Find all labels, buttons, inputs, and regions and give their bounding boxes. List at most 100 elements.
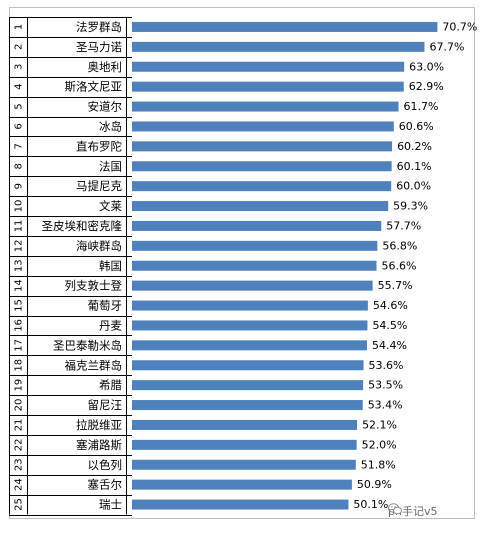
rank-label: 19 (14, 379, 25, 392)
category-label: 文莱 (99, 199, 122, 213)
bar (132, 479, 352, 490)
value-label: 59.3% (393, 200, 428, 213)
bar (132, 161, 392, 172)
bar (132, 400, 363, 411)
value-label: 52.1% (362, 418, 397, 431)
rank-label: 6 (14, 123, 25, 129)
bar (132, 141, 393, 152)
value-label: 56.6% (382, 259, 417, 272)
value-label: 60.1% (397, 160, 432, 173)
value-label: 63.0% (409, 60, 444, 73)
category-label: 留尼汪 (88, 398, 123, 412)
value-label: 50.9% (357, 478, 392, 491)
rank-label: 12 (14, 239, 25, 252)
bar (132, 380, 364, 391)
value-label: 57.7% (386, 219, 421, 232)
bar (132, 360, 364, 371)
value-label: 70.7% (442, 20, 477, 33)
watermark: ph手记v5 (388, 503, 437, 519)
value-label: 54.4% (372, 339, 407, 352)
value-label: 54.5% (372, 319, 407, 332)
rank-label: 10 (14, 200, 25, 213)
bar (132, 81, 404, 92)
bar (132, 340, 368, 351)
category-label: 马提尼克 (76, 179, 122, 193)
category-label: 以色列 (88, 458, 123, 472)
bar (132, 21, 438, 32)
rank-label: 16 (14, 319, 25, 332)
table-grid (9, 17, 132, 516)
category-label: 葡萄牙 (88, 299, 123, 313)
category-label: 塞浦路斯 (76, 438, 122, 452)
rank-label: 14 (14, 279, 25, 292)
value-label: 60.0% (396, 180, 431, 193)
value-label: 60.2% (397, 140, 432, 153)
bar (132, 240, 378, 251)
value-label: 53.4% (368, 399, 403, 412)
bar (132, 101, 399, 112)
category-label: 拉脱维亚 (76, 418, 122, 432)
bar (132, 181, 392, 192)
value-label: 67.7% (429, 40, 464, 53)
value-label: 56.8% (382, 239, 417, 252)
category-label: 直布罗陀 (76, 139, 122, 153)
bar (132, 220, 382, 231)
category-label: 冰岛 (99, 119, 122, 133)
bar (132, 121, 394, 132)
rank-label: 7 (14, 143, 25, 149)
value-label: 50.1% (353, 498, 388, 511)
rank-label: 1 (14, 24, 25, 30)
rank-label: 5 (14, 103, 25, 109)
category-label: 希腊 (99, 378, 122, 392)
category-label: 法罗群岛 (76, 20, 122, 34)
rank-label: 24 (14, 478, 25, 491)
bar (132, 419, 358, 430)
category-label: 法国 (99, 159, 122, 173)
rank-label: 21 (14, 419, 25, 432)
labels: 1 法罗群岛 70.7% 2 圣马力诺 67.7% 3 奥地利 63.0% 4 斯洛文尼亚 62.9%… (14, 20, 478, 512)
bar (132, 280, 373, 291)
category-label: 奥地利 (88, 60, 123, 74)
rank-label: 2 (14, 44, 25, 50)
bar (132, 300, 368, 311)
rank-label: 13 (14, 259, 25, 272)
category-label: 圣马力诺 (76, 40, 122, 54)
rank-label: 3 (14, 64, 25, 70)
bar (132, 499, 349, 510)
category-label: 斯洛文尼亚 (65, 80, 123, 94)
rank-label: 20 (14, 399, 25, 412)
category-label: 韩国 (99, 259, 122, 273)
rank-label: 22 (14, 438, 25, 451)
category-label: 塞舌尔 (88, 478, 123, 492)
rank-label: 8 (14, 163, 25, 169)
bar (132, 41, 425, 52)
value-label: 52.0% (362, 438, 397, 451)
bar (132, 459, 356, 470)
value-label: 55.7% (378, 279, 413, 292)
category-label: 丹麦 (99, 318, 122, 332)
rank-label: 18 (14, 359, 25, 372)
bar (132, 260, 377, 271)
rank-label: 17 (14, 339, 25, 352)
rank-label: 15 (14, 299, 25, 312)
value-label: 60.6% (399, 120, 434, 133)
value-label: 61.7% (404, 100, 439, 113)
category-label: 瑞士 (99, 498, 122, 512)
value-label: 53.5% (368, 379, 403, 392)
value-label: 62.9% (409, 80, 444, 93)
rank-label: 9 (14, 183, 25, 189)
category-label: 海峡群岛 (76, 239, 122, 253)
rank-label: 25 (14, 498, 25, 511)
bars (132, 21, 438, 510)
bar (132, 61, 405, 72)
value-label: 51.8% (361, 458, 396, 471)
category-label: 福克兰群岛 (65, 358, 123, 372)
bar (132, 201, 389, 212)
bar (132, 320, 368, 331)
category-label: 圣皮埃和密克隆 (42, 219, 123, 233)
category-label: 列支敦士登 (65, 279, 123, 293)
rank-label: 23 (14, 458, 25, 471)
wechat-icon (388, 503, 402, 515)
value-label: 53.6% (369, 359, 404, 372)
